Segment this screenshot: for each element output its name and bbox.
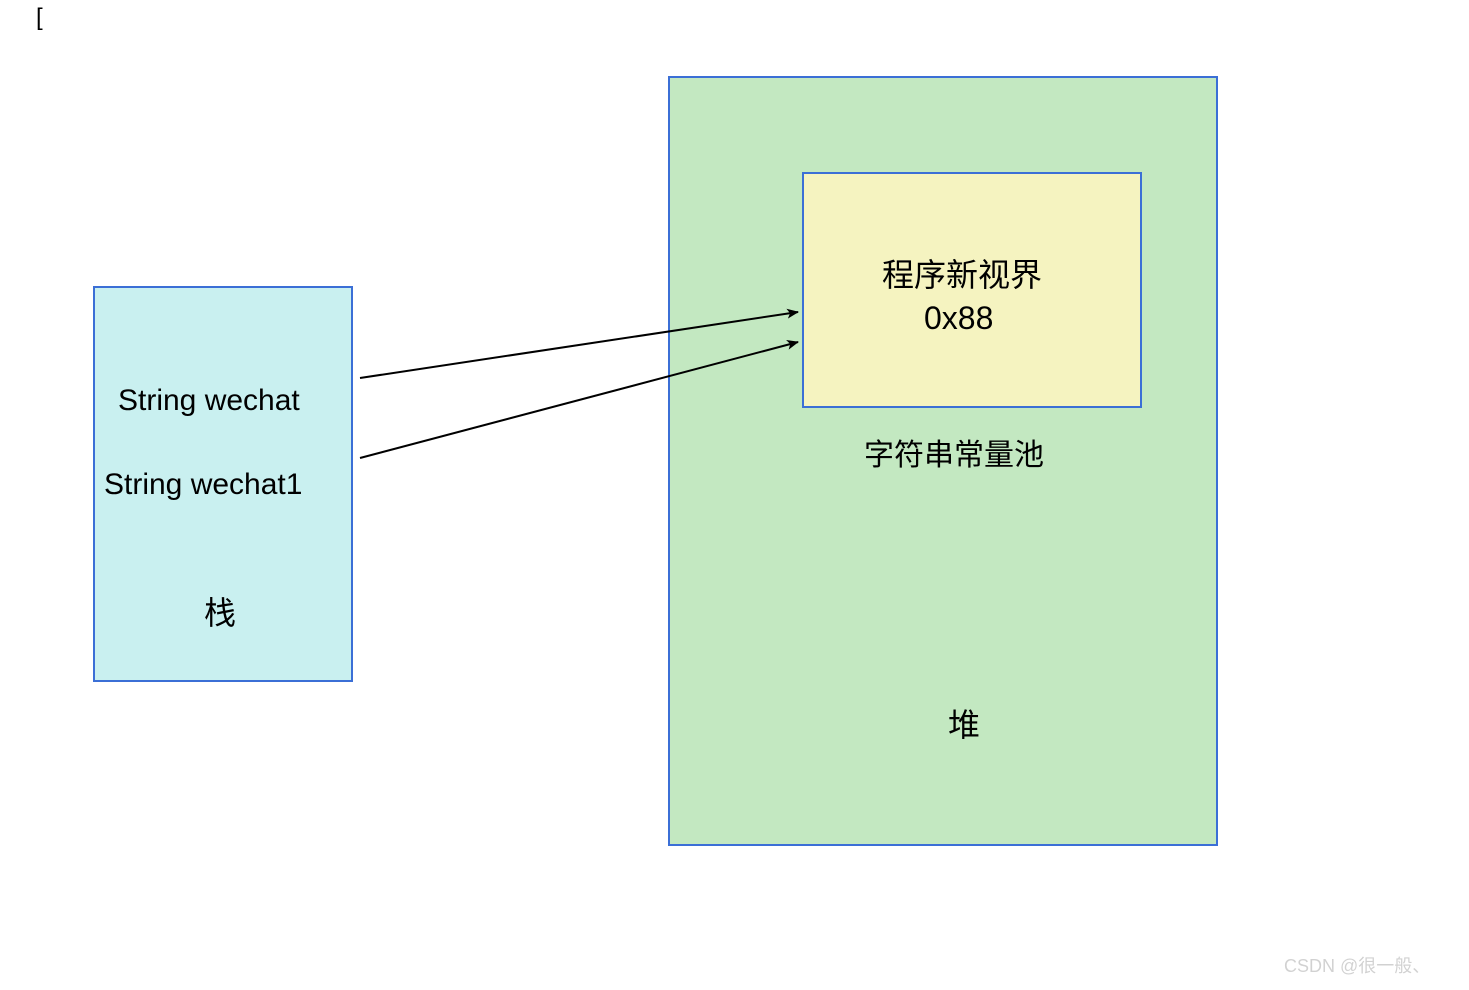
pool-line2: 0x88 xyxy=(924,300,993,337)
stack-label: 栈 xyxy=(204,588,236,634)
watermark: CSDN @很一般、 xyxy=(1284,952,1430,978)
open-bracket: [ xyxy=(36,4,43,32)
heap-label: 堆 xyxy=(948,700,980,746)
stack-var1: String wechat xyxy=(118,384,300,418)
pool-label: 字符串常量池 xyxy=(864,430,1044,474)
stack-var2: String wechat1 xyxy=(104,468,302,502)
pool-line1: 程序新视界 xyxy=(882,250,1042,296)
